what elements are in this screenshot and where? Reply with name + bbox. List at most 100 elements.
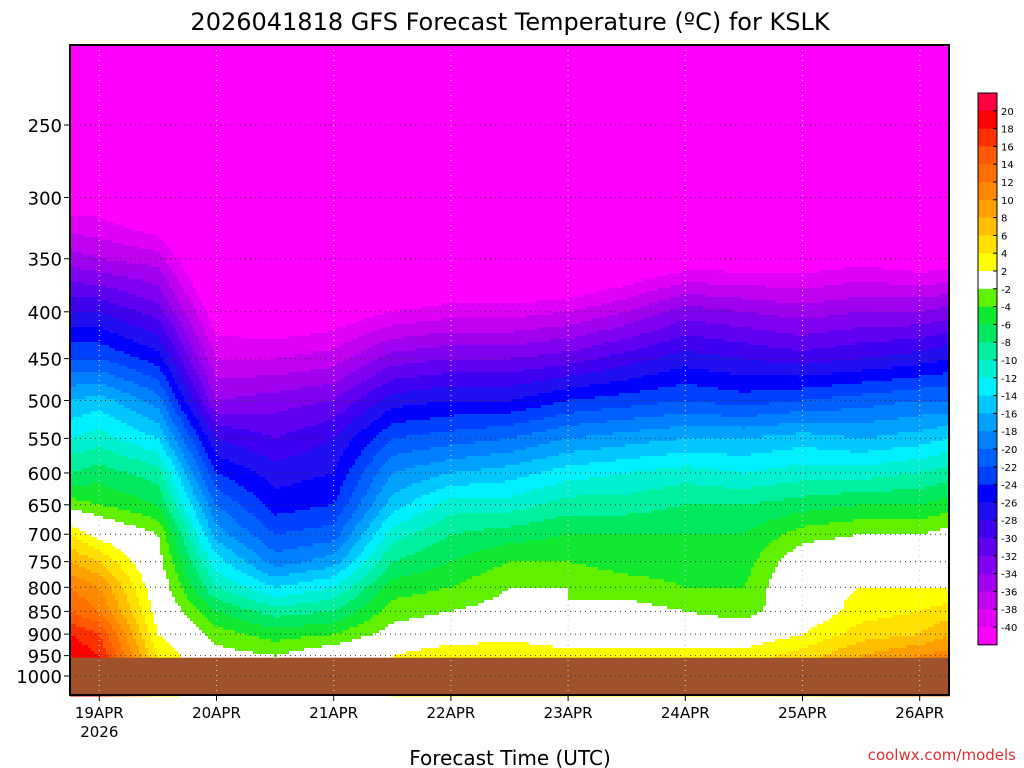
heat-cell <box>199 465 206 469</box>
heat-cell <box>106 219 950 223</box>
heat-cell <box>553 312 620 316</box>
colorbar-swatch <box>978 164 997 183</box>
heat-cell <box>166 423 176 427</box>
heat-cell <box>169 414 179 418</box>
heat-cell <box>340 531 353 535</box>
heat-cell <box>70 354 131 358</box>
heat-cell <box>163 429 170 433</box>
heat-cell <box>136 474 164 478</box>
heat-cell <box>385 444 449 448</box>
heat-cell <box>535 504 683 508</box>
heat-cell <box>751 573 773 577</box>
heat-cell <box>205 372 215 376</box>
heat-cell <box>199 420 206 424</box>
heat-cell <box>367 510 380 514</box>
heat-cell <box>145 582 170 586</box>
heat-cell <box>70 426 134 430</box>
heat-cell <box>166 315 179 319</box>
heat-cell <box>211 384 323 388</box>
heat-cell <box>586 333 641 337</box>
heat-cell <box>337 414 362 418</box>
heat-cell <box>778 315 827 319</box>
heat-cell <box>214 516 233 520</box>
heat-cell <box>70 108 950 112</box>
heat-cell <box>214 393 257 397</box>
colorbar-label: -28 <box>1001 516 1017 527</box>
heat-cell <box>334 564 350 568</box>
heat-cell <box>340 561 353 565</box>
heat-cell <box>151 639 167 643</box>
heat-cell <box>406 468 482 472</box>
heat-cell <box>175 567 185 571</box>
heat-cell <box>223 474 260 478</box>
heat-cell <box>157 633 206 637</box>
heat-cell <box>196 330 206 334</box>
heat-cell <box>121 648 131 652</box>
heat-cell <box>373 459 389 463</box>
colorbar-swatch <box>978 413 997 432</box>
heat-cell <box>268 603 296 607</box>
heat-cell <box>184 564 194 568</box>
heat-cell <box>178 576 188 580</box>
heat-cell <box>70 237 101 241</box>
heat-cell <box>361 414 383 418</box>
heat-cell <box>181 654 275 658</box>
heat-cell <box>70 288 119 292</box>
credit-link[interactable]: coolwx.com/models <box>868 746 1016 764</box>
heat-cell <box>883 267 950 271</box>
heat-cell <box>361 537 374 541</box>
heat-cell <box>226 576 254 580</box>
heat-cell <box>88 645 104 649</box>
heat-cell <box>154 642 170 646</box>
heat-cell <box>751 453 941 457</box>
heat-cell <box>166 450 176 454</box>
heat-cell <box>235 567 257 571</box>
heat-cell <box>400 507 431 511</box>
heat-cell <box>406 435 518 439</box>
heat-cell <box>379 576 401 580</box>
heat-cell <box>94 606 110 610</box>
heat-cell <box>847 597 950 601</box>
heat-cell <box>70 204 950 208</box>
heat-cell <box>946 480 950 484</box>
heat-cell <box>97 585 110 589</box>
heat-cell <box>349 576 365 580</box>
heat-cell <box>796 528 941 532</box>
heat-cell <box>679 294 707 298</box>
heat-cell <box>166 390 173 394</box>
y-axis: 2503003504004505005506006507007508008509… <box>16 116 70 688</box>
heat-cell <box>364 531 377 535</box>
heat-cell <box>799 375 803 379</box>
heat-cell <box>538 354 611 358</box>
heat-cell <box>592 318 644 322</box>
heat-cell <box>211 531 227 535</box>
heat-cell <box>199 522 209 526</box>
heat-cell <box>160 381 170 385</box>
y-tick-label: 950 <box>28 647 62 668</box>
heat-cell <box>781 534 854 538</box>
heat-cell <box>154 435 167 439</box>
heat-cell <box>160 453 167 457</box>
heat-cell <box>187 525 194 529</box>
heat-cell <box>208 570 218 574</box>
heat-cell <box>130 603 140 607</box>
heat-cell <box>136 369 161 373</box>
heat-cell <box>364 333 428 337</box>
heat-cell <box>121 420 155 424</box>
heat-cell <box>133 228 950 232</box>
heat-cell <box>211 492 224 496</box>
heat-cell <box>349 357 380 361</box>
heat-cell <box>346 375 374 379</box>
heat-cell <box>97 537 161 541</box>
heat-cell <box>259 474 326 478</box>
heat-cell <box>367 489 383 493</box>
heat-cell <box>187 615 206 619</box>
heat-cell <box>172 270 185 274</box>
heat-cell <box>214 351 314 355</box>
heat-cell <box>172 513 182 517</box>
heat-cell <box>70 51 950 55</box>
heat-cell <box>199 450 206 454</box>
heat-cell <box>823 621 863 625</box>
heat-cell <box>178 492 188 496</box>
heat-cell <box>337 495 353 499</box>
